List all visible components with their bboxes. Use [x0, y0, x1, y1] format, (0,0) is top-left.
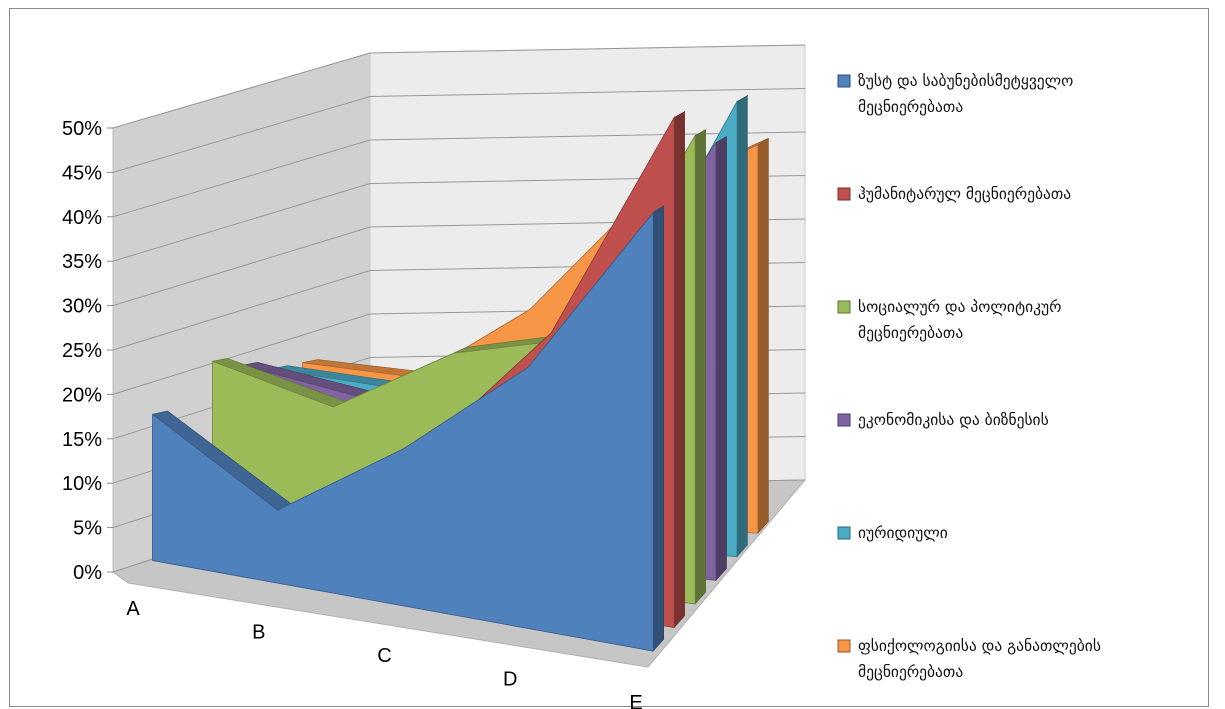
legend-label: სოციალურ და პოლიტიკურ [858, 298, 1061, 316]
y-tick-label: 40% [62, 207, 102, 229]
legend-item: ეკონომიკისა და ბიზნესის [837, 411, 1049, 429]
series-layer [151, 94, 769, 652]
y-tick-label: 30% [62, 296, 102, 318]
legend-label: მეცნიერებათა [858, 98, 963, 116]
y-tick-label: 45% [62, 162, 102, 184]
legend-label: მეცნიერებათა [858, 663, 963, 681]
series-area-side [715, 135, 727, 582]
series-area-side [673, 111, 685, 629]
y-tick-label: 15% [62, 429, 102, 451]
x-tick-label: D [503, 669, 517, 691]
gridline [112, 88, 806, 173]
series-area-side [652, 205, 665, 652]
legend-item: იურიდიული [837, 524, 948, 542]
x-tick-label: E [629, 692, 642, 709]
legend-label: ეკონომიკისა და ბიზნესის [858, 411, 1049, 429]
y-tick-label: 35% [62, 251, 102, 273]
legend-label: იურიდიული [858, 524, 948, 542]
legend-item: სოციალურ და პოლიტიკურ მეცნიერებათა [837, 298, 1061, 342]
y-tick-label: 20% [62, 384, 102, 406]
legend-swatch [837, 187, 851, 201]
legend-swatch [837, 300, 851, 314]
gridline [112, 131, 806, 218]
legend-swatch [837, 526, 851, 540]
series-area-side [694, 129, 706, 605]
legend-item: ფსიქოლოგიისა და განათლების მეცნიერებათა [837, 637, 1101, 681]
gridline [112, 44, 806, 129]
y-tick-label: 5% [73, 518, 102, 540]
x-axis-ticks: A B C D E [126, 598, 642, 709]
x-tick-label: B [252, 622, 265, 644]
x-tick-label: C [377, 645, 391, 667]
y-tick-label: 10% [62, 473, 102, 495]
legend-swatch [837, 74, 851, 88]
y-axis-ticks: 0% 5% 10% 15% 20% 25% 30% 35% 40% 45% 50% [62, 118, 113, 584]
legend-item: ჰუმანიტარულ მეცნიერებათა [837, 185, 1071, 203]
legend: ზუსტ და საბუნებისმეტყველო მეცნიერებათა ჰუმ… [837, 72, 1101, 681]
legend-swatch [837, 639, 851, 653]
series-area-face [152, 211, 654, 652]
series-area [151, 205, 665, 652]
series-area-side [736, 95, 748, 558]
legend-swatch [837, 413, 851, 427]
series-area-side [757, 137, 769, 534]
legend-item: ზუსტ და საბუნებისმეტყველო მეცნიერებათა [837, 72, 1073, 116]
legend-label: ფსიქოლოგიისა და განათლების [858, 637, 1101, 655]
legend-label: ზუსტ და საბუნებისმეტყველო [858, 72, 1073, 90]
y-tick-label: 0% [73, 562, 102, 584]
x-tick-label: A [126, 598, 140, 620]
legend-label: მეცნიერებათა [858, 324, 963, 342]
legend-label: ჰუმანიტარულ მეცნიერებათა [858, 185, 1071, 203]
y-tick-label: 50% [62, 118, 102, 140]
y-tick-label: 25% [62, 340, 102, 362]
